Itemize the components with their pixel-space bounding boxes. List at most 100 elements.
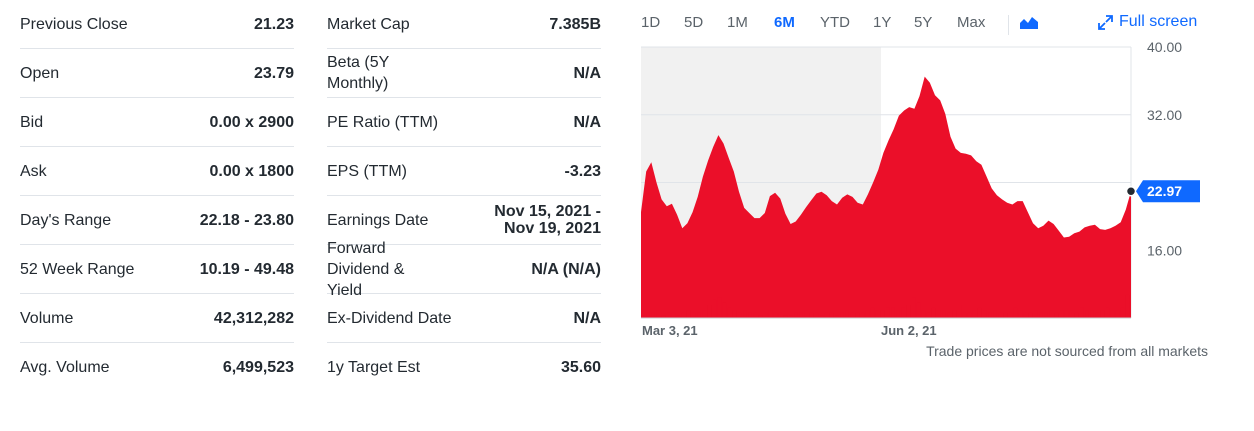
volume-bar bbox=[1085, 310, 1089, 318]
volume-bar bbox=[712, 299, 717, 318]
volume-bar bbox=[661, 315, 666, 318]
volume-bar bbox=[799, 312, 803, 318]
volume-bar bbox=[901, 307, 905, 318]
volume-bar bbox=[840, 312, 844, 318]
stat-row: Earnings Date Nov 15, 2021 - Nov 19, 2021 bbox=[327, 196, 601, 245]
volume-bar bbox=[702, 310, 706, 318]
volume-bar bbox=[1090, 310, 1094, 318]
volume-bar bbox=[1069, 310, 1074, 318]
volume-bar bbox=[962, 312, 967, 318]
stat-row: 52 Week Range 10.19 - 49.48 bbox=[20, 245, 294, 294]
range-button-5d[interactable]: 5D bbox=[684, 14, 704, 31]
volume-bar bbox=[722, 302, 727, 318]
volume-bar bbox=[768, 310, 773, 318]
range-button-ytd[interactable]: YTD bbox=[820, 14, 850, 31]
volume-bar bbox=[921, 310, 926, 318]
volume-bar bbox=[977, 307, 982, 318]
stat-value: -3.23 bbox=[564, 162, 601, 180]
stat-label: Open bbox=[20, 64, 60, 82]
volume-bar bbox=[1018, 310, 1023, 318]
range-button-max[interactable]: Max bbox=[957, 14, 986, 31]
volume-bar bbox=[676, 315, 681, 318]
stat-label: Bid bbox=[20, 113, 44, 131]
current-price-label: 22.97 bbox=[1147, 183, 1182, 199]
volume-bar bbox=[926, 312, 931, 318]
stat-value: 7.385B bbox=[549, 15, 601, 33]
volume-bar bbox=[1074, 312, 1079, 318]
stat-row: Ask 0.00 x 1800 bbox=[20, 147, 294, 196]
stat-value: 0.00 x 1800 bbox=[209, 162, 294, 180]
stat-row: PE Ratio (TTM) N/A bbox=[327, 98, 601, 147]
volume-bar bbox=[646, 312, 650, 318]
volume-bar bbox=[1049, 310, 1053, 318]
stat-row: Bid 0.00 x 2900 bbox=[20, 98, 294, 147]
volume-bar bbox=[911, 297, 916, 318]
volume-bar bbox=[855, 312, 860, 318]
volume-bar bbox=[1023, 312, 1028, 318]
range-button-1m[interactable]: 1M bbox=[727, 14, 748, 31]
volume-bar bbox=[809, 312, 814, 318]
volume-bar bbox=[891, 307, 895, 318]
volume-bar bbox=[666, 312, 671, 318]
price-area-series bbox=[641, 76, 1131, 318]
stat-row: Open 23.79 bbox=[20, 49, 294, 98]
volume-bar bbox=[1034, 310, 1038, 318]
stat-label: Day's Range bbox=[20, 211, 112, 229]
volume-bar bbox=[931, 307, 936, 318]
volume-bar bbox=[748, 312, 752, 318]
volume-bar bbox=[753, 312, 757, 318]
y-axis-tick-label: 40.00 bbox=[1147, 39, 1182, 55]
stat-row: Beta (5Y Monthly) N/A bbox=[327, 49, 601, 98]
y-axis-tick-label: 32.00 bbox=[1147, 107, 1182, 123]
volume-bar bbox=[870, 307, 875, 318]
volume-bar bbox=[727, 307, 732, 318]
volume-bar bbox=[1080, 307, 1084, 318]
volume-bar bbox=[732, 310, 737, 318]
stat-label: Volume bbox=[20, 309, 74, 327]
volume-bar bbox=[824, 312, 829, 318]
stat-label: Previous Close bbox=[20, 15, 128, 33]
stat-row: Volume 42,312,282 bbox=[20, 294, 294, 343]
volume-bar bbox=[1003, 312, 1008, 318]
volume-bar bbox=[1064, 310, 1069, 318]
volume-bar bbox=[865, 310, 870, 318]
stat-value: 6,499,523 bbox=[222, 359, 294, 376]
stat-label: Market Cap bbox=[327, 15, 410, 33]
mountain-chart-icon[interactable] bbox=[1019, 14, 1039, 30]
stat-value: 10.19 - 49.48 bbox=[199, 260, 294, 278]
x-axis-tick-label: Mar 3, 21 bbox=[642, 323, 698, 338]
volume-bar bbox=[1044, 312, 1048, 318]
volume-bar bbox=[717, 297, 722, 318]
stat-value: N/A bbox=[573, 64, 601, 82]
current-price-badge bbox=[1136, 180, 1200, 203]
fullscreen-label: Full screen bbox=[1119, 13, 1198, 30]
volume-bar bbox=[697, 312, 701, 318]
current-price-dot bbox=[1125, 185, 1137, 197]
stat-row: Avg. Volume 6,499,523 bbox=[20, 343, 294, 392]
expand-arrows-icon bbox=[1098, 14, 1113, 30]
stat-value: 23.79 bbox=[253, 64, 294, 82]
stat-label: Beta (5Y Monthly) bbox=[327, 54, 389, 92]
volume-bar bbox=[1039, 312, 1043, 318]
range-button-1y[interactable]: 1Y bbox=[873, 14, 892, 31]
volume-bar bbox=[998, 312, 1002, 318]
range-button-6m[interactable]: 6M bbox=[774, 14, 795, 31]
volume-bar bbox=[707, 305, 712, 318]
volume-bar bbox=[743, 310, 747, 318]
range-button-1d[interactable]: 1D bbox=[641, 14, 661, 31]
stat-label: EPS (TTM) bbox=[327, 162, 407, 180]
stat-row: Previous Close 21.23 bbox=[20, 0, 294, 49]
volume-bar bbox=[942, 310, 946, 318]
volume-bar bbox=[1115, 310, 1120, 318]
stat-row: 1y Target Est 35.60 bbox=[327, 343, 601, 392]
range-button-5y[interactable]: 5Y bbox=[914, 14, 933, 31]
volume-bar bbox=[972, 310, 977, 318]
fullscreen-button[interactable]: Full screen bbox=[1098, 13, 1197, 31]
stat-value: N/A bbox=[573, 113, 601, 131]
volume-bar bbox=[758, 315, 763, 318]
volume-bar bbox=[1110, 310, 1115, 318]
volume-bar bbox=[783, 315, 788, 318]
stat-row: Ex-Dividend Date N/A bbox=[327, 294, 601, 343]
volume-bar bbox=[860, 312, 865, 318]
